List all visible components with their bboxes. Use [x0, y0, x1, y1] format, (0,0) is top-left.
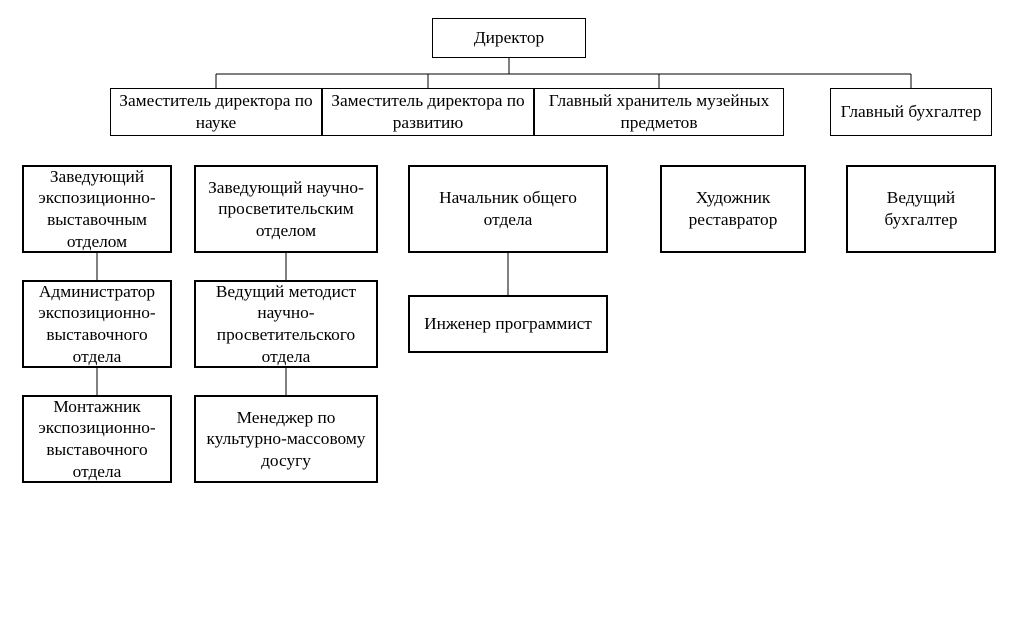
node-label: Начальник общего отдела [416, 187, 600, 230]
node-eng_prog: Инженер программист [408, 295, 608, 353]
node-head_expo: Заведующий экспозиционно-выставочным отд… [22, 165, 172, 253]
node-label: Ведущий бухгалтер [854, 187, 988, 230]
node-head_sci_edu: Заведующий научно-просветительским отдел… [194, 165, 378, 253]
node-admin_expo: Администратор экспозиционно-выставочного… [22, 280, 172, 368]
node-director: Директор [432, 18, 586, 58]
node-label: Ведущий методист научно-просветительског… [202, 281, 370, 368]
node-head_general: Начальник общего отдела [408, 165, 608, 253]
node-lead_method: Ведущий методист научно-просветительског… [194, 280, 378, 368]
node-installer: Монтажник экспозиционно-выставочного отд… [22, 395, 172, 483]
node-chief_acc: Главный бухгалтер [830, 88, 992, 136]
node-label: Заведующий научно-просветительским отдел… [202, 177, 370, 242]
node-label: Заведующий экспозиционно-выставочным отд… [30, 166, 164, 253]
node-label: Инженер программист [424, 313, 592, 335]
node-dep_develop: Заместитель директора по развитию [322, 88, 534, 136]
node-lead_acc: Ведущий бухгалтер [846, 165, 996, 253]
node-label: Директор [474, 27, 544, 49]
node-label: Главный хранитель музейных предметов [541, 90, 777, 133]
node-label: Администратор экспозиционно-выставочного… [30, 281, 164, 368]
node-label: Заместитель директора по развитию [329, 90, 527, 133]
node-artist_rest: Художник реставратор [660, 165, 806, 253]
node-chief_keeper: Главный хранитель музейных предметов [534, 88, 784, 136]
node-label: Менеджер по культурно-массовому досугу [202, 407, 370, 472]
org-chart-stage: Директор Заместитель директора по науке За… [0, 0, 1024, 640]
node-label: Заместитель директора по науке [117, 90, 315, 133]
node-mgr_culture: Менеджер по культурно-массовому досугу [194, 395, 378, 483]
node-label: Главный бухгалтер [841, 101, 982, 123]
node-dep_science: Заместитель директора по науке [110, 88, 322, 136]
node-label: Художник реставратор [668, 187, 798, 230]
node-label: Монтажник экспозиционно-выставочного отд… [30, 396, 164, 483]
